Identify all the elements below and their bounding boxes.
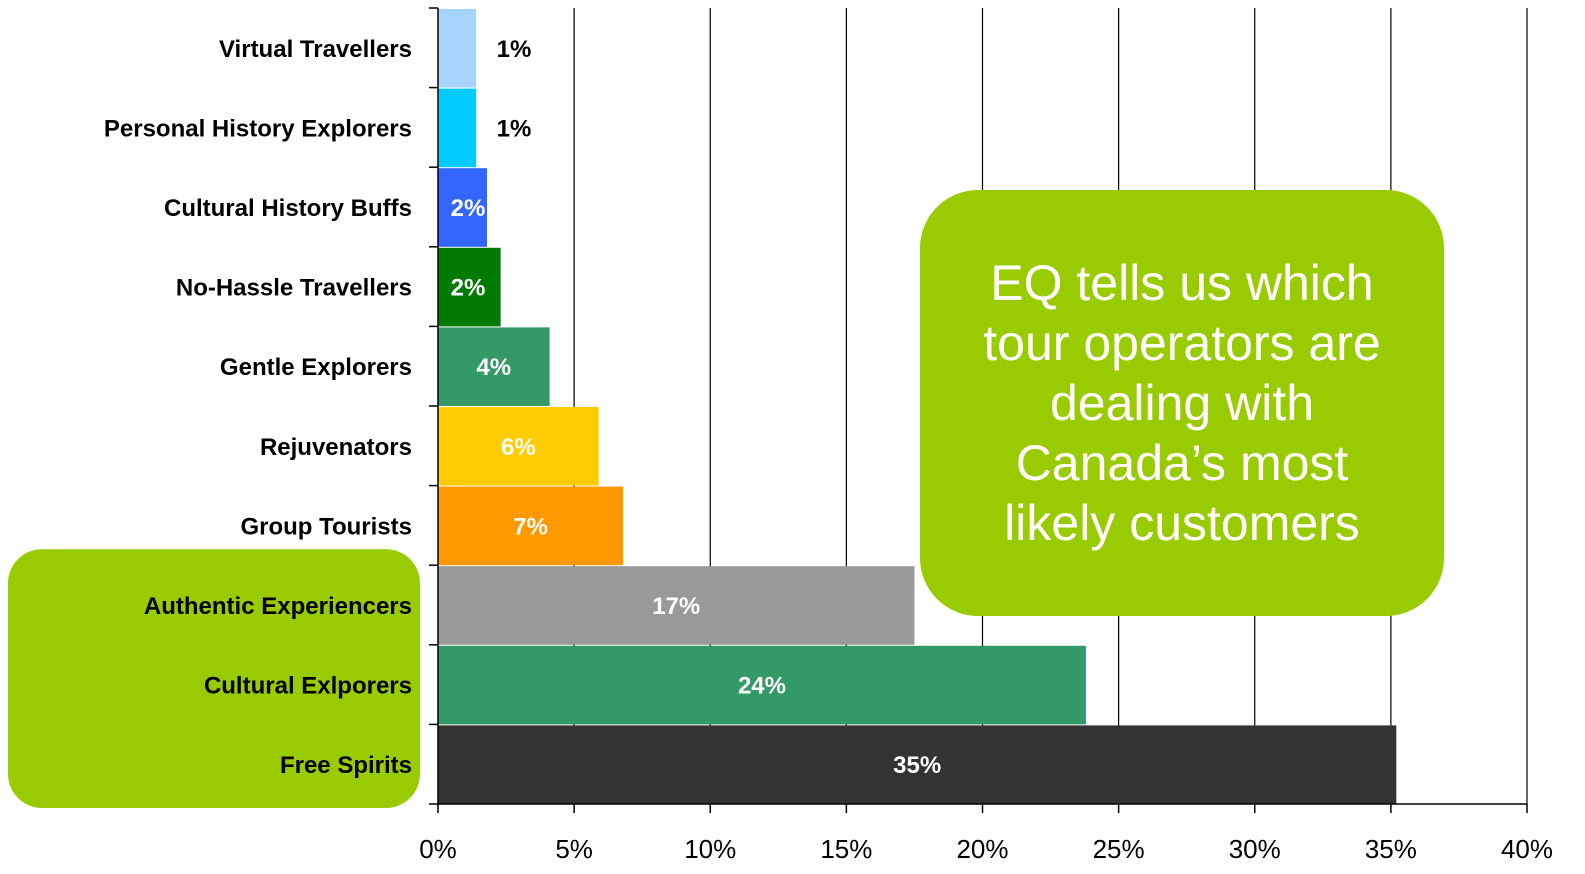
bar-personal-history-explorers [438, 88, 477, 168]
x-tick-label: 10% [684, 834, 736, 864]
bar-cultural-exlporers [438, 645, 1086, 725]
data-label: 17% [652, 593, 700, 620]
category-label: Personal History Explorers [104, 115, 412, 142]
data-label: 6% [501, 434, 536, 461]
bar-no-hassle-travellers [438, 247, 501, 327]
category-label: Cultural Exlporers [204, 673, 412, 700]
bar-group-tourists [438, 486, 624, 566]
category-labels: Virtual Travellers Personal History Explo… [104, 36, 412, 779]
x-tick-label: 5% [555, 834, 593, 864]
bars: 1% 1% 2% 2% 4% 6% 7% 17% 24% 35% [438, 9, 1397, 804]
data-label: 4% [476, 354, 511, 381]
category-label: Cultural History Buffs [164, 195, 412, 222]
x-tick-label: 25% [1093, 834, 1145, 864]
category-label: Virtual Travellers [219, 36, 412, 63]
x-tick-label: 0% [419, 834, 457, 864]
highlight-box [8, 549, 420, 808]
x-tick-label: 35% [1365, 834, 1417, 864]
callout-text: EQ tells us which tour operators are dea… [983, 255, 1381, 551]
data-label: 35% [893, 752, 941, 779]
bar-free-spirits [438, 725, 1397, 804]
category-label: Authentic Experiencers [144, 593, 412, 620]
data-label: 2% [451, 275, 486, 302]
bar-cultural-history-buffs [438, 168, 488, 247]
bar-authentic-experiencers [438, 566, 915, 645]
category-label: Free Spirits [280, 752, 412, 779]
data-label: 1% [497, 36, 532, 63]
category-label: Gentle Explorers [220, 354, 412, 381]
data-label: 1% [497, 115, 532, 142]
bar-virtual-travellers [438, 9, 477, 88]
x-tick-label: 30% [1229, 834, 1281, 864]
x-tick-label: 15% [820, 834, 872, 864]
bar-rejuvenators [438, 407, 599, 486]
category-label: Rejuvenators [260, 434, 412, 461]
x-tick-label: 20% [956, 834, 1008, 864]
data-label: 7% [513, 513, 548, 540]
data-label: 2% [451, 195, 486, 222]
callout-box: EQ tells us which tour operators are dea… [920, 190, 1444, 616]
axes [429, 7, 1528, 813]
category-label: Group Tourists [240, 513, 412, 540]
x-tick-label: 40% [1501, 834, 1553, 864]
category-label: No-Hassle Travellers [176, 275, 412, 302]
data-label: 24% [738, 673, 786, 700]
bar-gentle-explorers [438, 327, 550, 406]
x-tick-labels: 0% 5% 10% 15% 20% 25% 30% 35% 40% [419, 834, 1553, 864]
